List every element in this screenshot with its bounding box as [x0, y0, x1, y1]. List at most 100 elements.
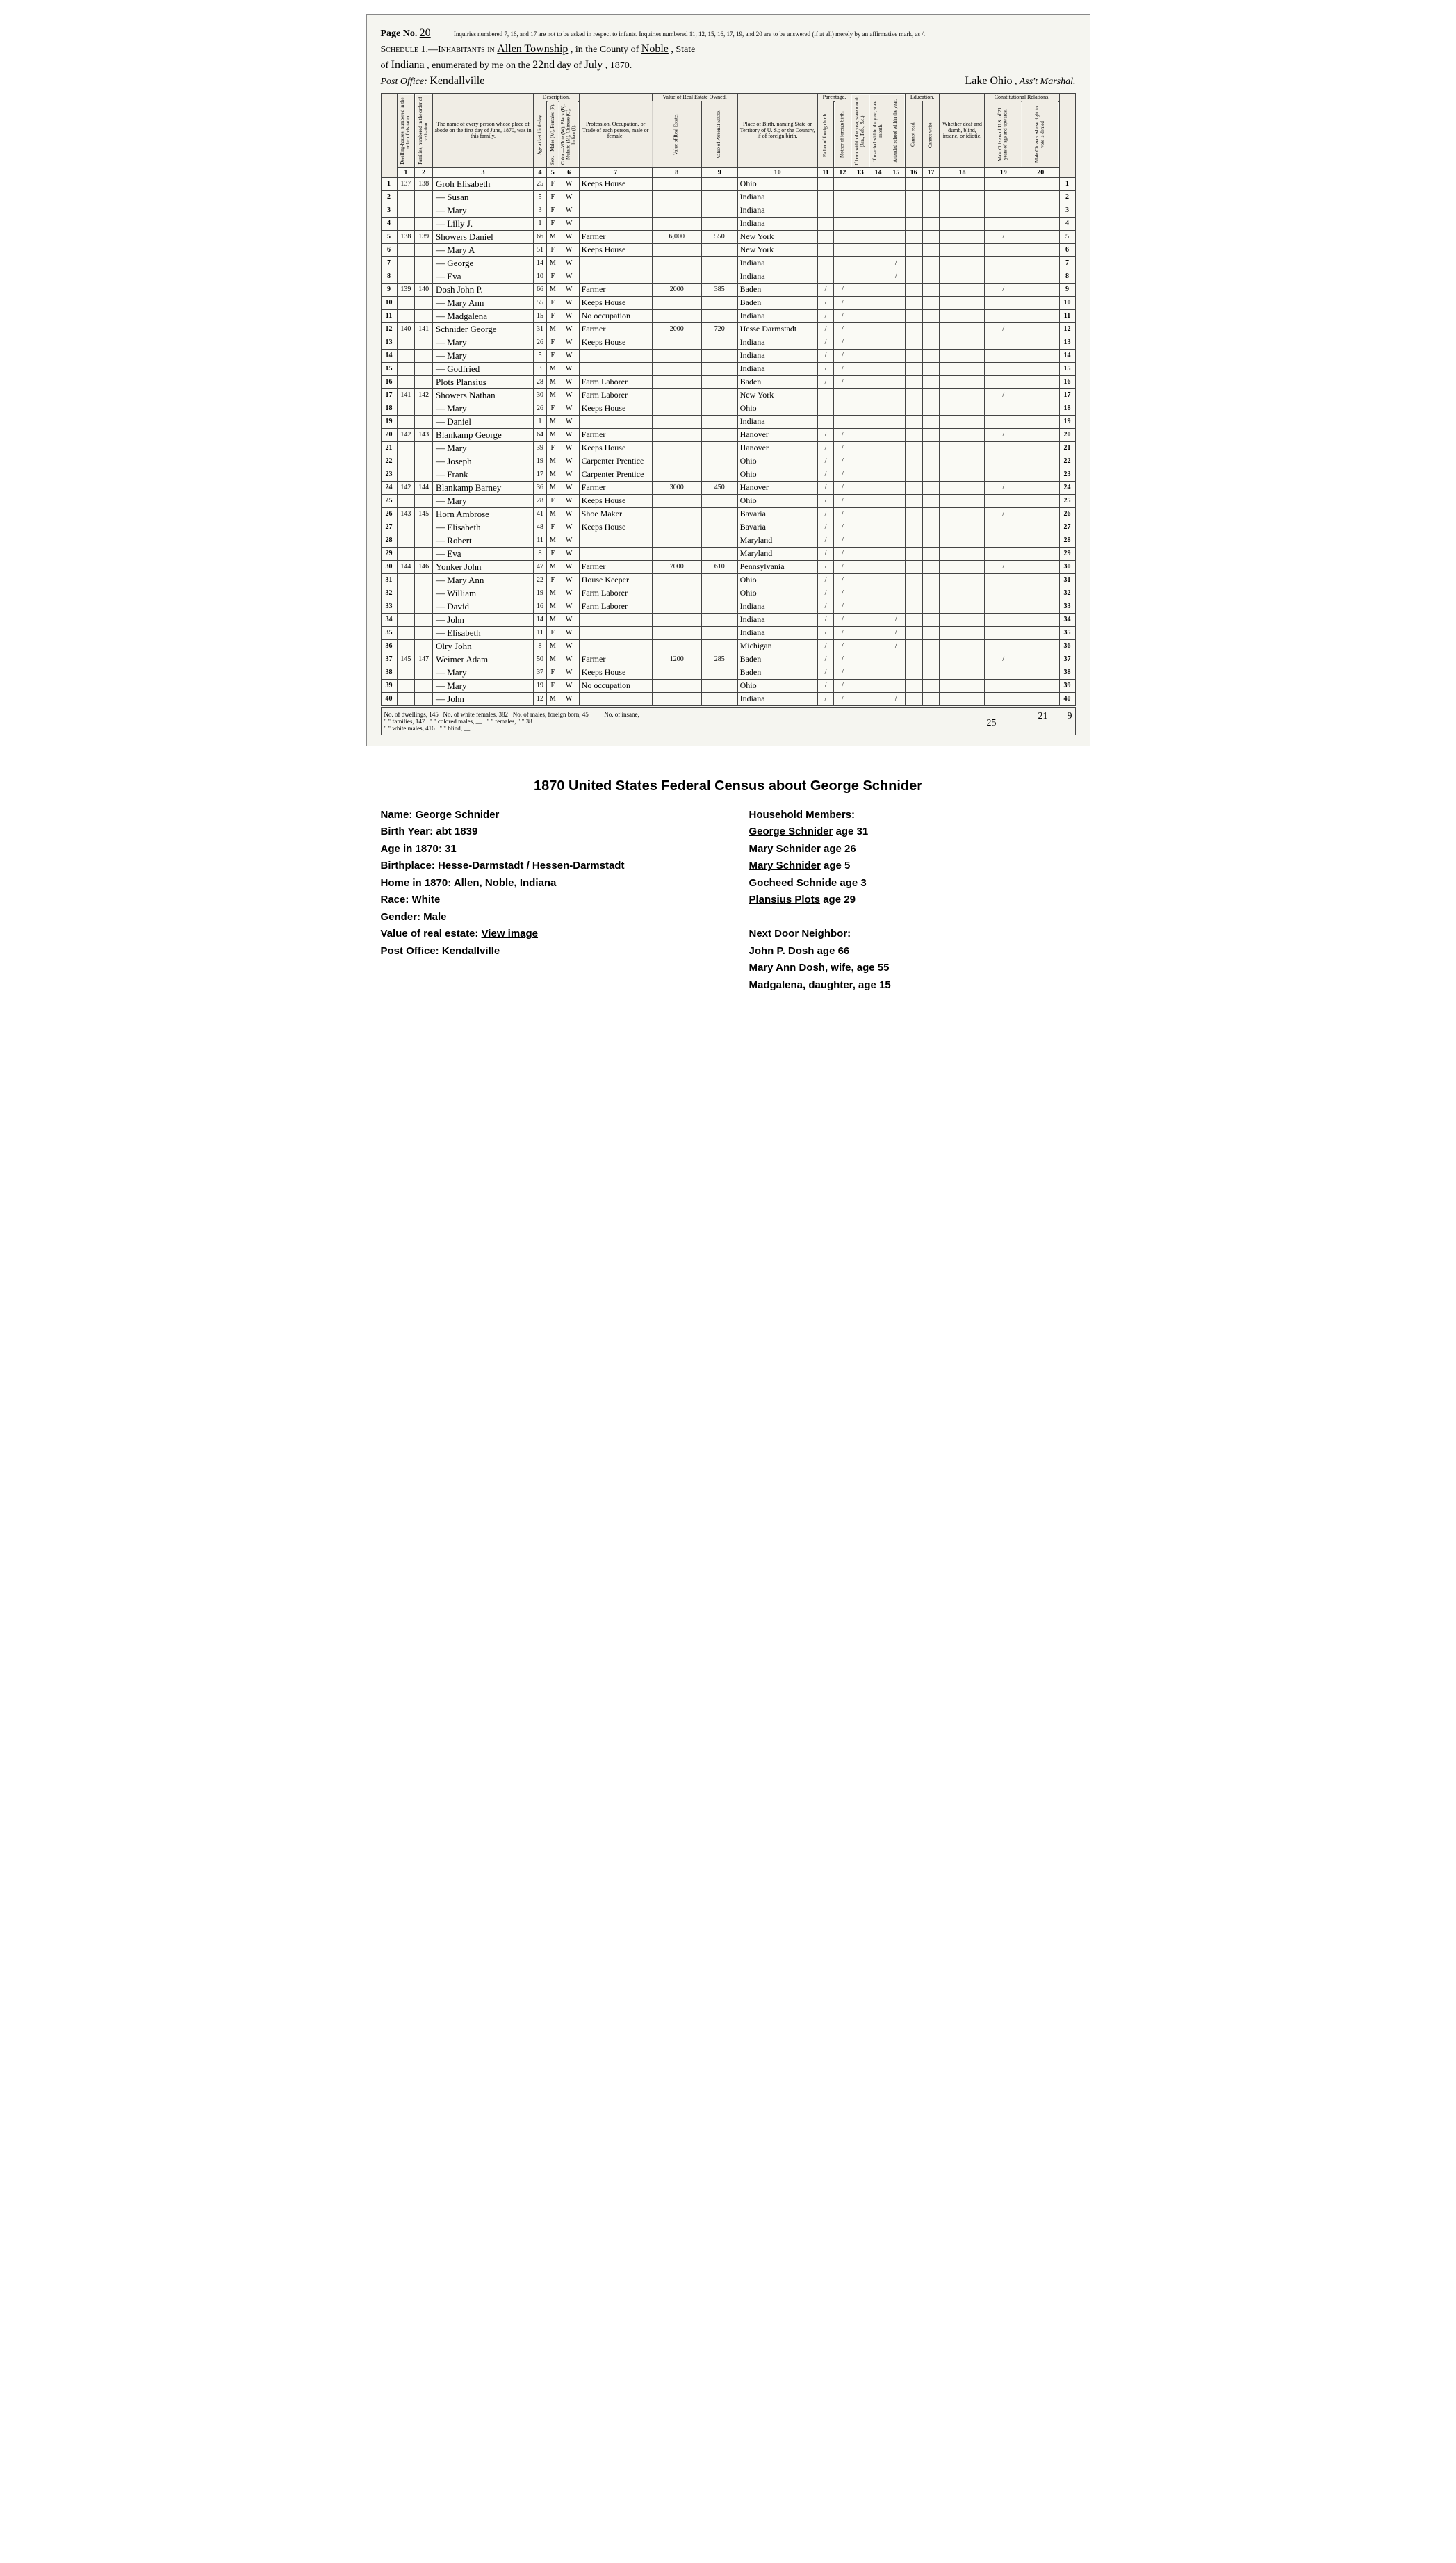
- disability: [940, 388, 985, 402]
- place-of-birth: Indiana: [737, 190, 817, 204]
- male-citizen: [985, 521, 1022, 534]
- family-no: [415, 309, 433, 322]
- dwelling-no: [397, 309, 415, 322]
- disability: [940, 521, 985, 534]
- row-number-right: 18: [1059, 402, 1075, 415]
- row-number-left: 37: [381, 653, 397, 666]
- member-2-name[interactable]: Mary Schnider: [749, 843, 821, 855]
- table-row: 10— Mary Ann55FWKeeps HouseBaden//10: [381, 296, 1075, 309]
- personal-estate-value: [701, 507, 737, 521]
- column-number: 4: [534, 167, 547, 177]
- row-number-right: 12: [1059, 322, 1075, 336]
- table-row: 34— John14MWIndiana///34: [381, 613, 1075, 626]
- occupation: [579, 362, 652, 375]
- sex: F: [547, 177, 559, 190]
- row-number-left: 39: [381, 679, 397, 692]
- table-row: 29— Eva8FWMaryland//29: [381, 547, 1075, 560]
- mother-foreign: [834, 190, 851, 204]
- right-column: Household Members: George Schnider age 3…: [749, 806, 1076, 995]
- table-row: 20142143Blankamp George64MWFarmerHanover…: [381, 428, 1075, 441]
- dwelling-no: [397, 296, 415, 309]
- personal-estate-value: [701, 362, 737, 375]
- sex: M: [547, 600, 559, 613]
- vote-denied: [1022, 626, 1059, 639]
- father-foreign: [817, 243, 834, 256]
- color: W: [559, 283, 579, 296]
- real-estate-label: Value of real estate:: [381, 928, 482, 940]
- age: 55: [534, 296, 547, 309]
- occupation: [579, 270, 652, 283]
- vote-denied: [1022, 349, 1059, 362]
- cannot-read: [905, 468, 922, 481]
- family-no: [415, 521, 433, 534]
- attended-school: [887, 547, 905, 560]
- father-foreign: /: [817, 666, 834, 679]
- born-within-year: [851, 402, 869, 415]
- mother-foreign: [834, 402, 851, 415]
- table-row: 27— Elisabeth48FWKeeps HouseBavaria//27: [381, 521, 1075, 534]
- occupation: Keeps House: [579, 177, 652, 190]
- married-within-year: [869, 190, 887, 204]
- cannot-write: [922, 177, 940, 190]
- personal-estate-value: [701, 336, 737, 349]
- real-estate-line: Value of real estate: View image: [381, 926, 707, 942]
- place-of-birth: Indiana: [737, 600, 817, 613]
- attended-school: [887, 204, 905, 217]
- day-of: day of: [557, 60, 582, 71]
- col-7-head: Profession, Occupation, or Trade of each…: [579, 94, 652, 168]
- age: 66: [534, 230, 547, 243]
- father-foreign: /: [817, 573, 834, 587]
- row-number-left: 12: [381, 322, 397, 336]
- place-of-birth: New York: [737, 388, 817, 402]
- member-1-name[interactable]: George Schnider: [749, 826, 833, 837]
- color: W: [559, 653, 579, 666]
- member-5-name[interactable]: Plansius Plots: [749, 894, 821, 906]
- table-row: 18— Mary26FWKeeps HouseOhio18: [381, 402, 1075, 415]
- row-number-left: 9: [381, 283, 397, 296]
- parent-head: Parentage.: [817, 94, 851, 102]
- table-row: 5138139Showers Daniel66MWFarmer6,000550N…: [381, 230, 1075, 243]
- schedule-line-1: Schedule 1.—Inhabitants in Allen Townshi…: [381, 43, 1076, 56]
- cannot-read: [905, 428, 922, 441]
- male-citizen: [985, 666, 1022, 679]
- row-number-right: 34: [1059, 613, 1075, 626]
- row-number-right: 16: [1059, 375, 1075, 388]
- disability: [940, 204, 985, 217]
- father-foreign: /: [817, 600, 834, 613]
- person-name: — Daniel: [433, 415, 534, 428]
- vote-denied: [1022, 230, 1059, 243]
- attended-school: [887, 388, 905, 402]
- place-of-birth: Hanover: [737, 441, 817, 455]
- sex: F: [547, 666, 559, 679]
- father-foreign: /: [817, 692, 834, 705]
- age: 17: [534, 468, 547, 481]
- family-no: [415, 402, 433, 415]
- disability: [940, 600, 985, 613]
- mother-foreign: [834, 230, 851, 243]
- father-foreign: /: [817, 639, 834, 653]
- census-page: Page No. 20 Inquiries numbered 7, 16, an…: [366, 14, 1090, 746]
- mother-foreign: /: [834, 283, 851, 296]
- sex: F: [547, 521, 559, 534]
- personal-estate-value: [701, 534, 737, 547]
- member-3-name[interactable]: Mary Schnider: [749, 860, 821, 871]
- mother-foreign: /: [834, 560, 851, 573]
- person-name: Olry John: [433, 639, 534, 653]
- disability: [940, 692, 985, 705]
- sex: F: [547, 309, 559, 322]
- mother-foreign: /: [834, 692, 851, 705]
- view-image-link[interactable]: View image: [482, 928, 538, 940]
- born-within-year: [851, 613, 869, 626]
- place-of-birth: Indiana: [737, 349, 817, 362]
- dwelling-no: [397, 547, 415, 560]
- attended-school: /: [887, 626, 905, 639]
- attended-school: [887, 415, 905, 428]
- father-foreign: [817, 204, 834, 217]
- row-number-right: 30: [1059, 560, 1075, 573]
- dwelling-no: 142: [397, 481, 415, 494]
- father-foreign: [817, 402, 834, 415]
- attended-school: [887, 481, 905, 494]
- personal-estate-value: [701, 468, 737, 481]
- disability: [940, 375, 985, 388]
- father-foreign: /: [817, 521, 834, 534]
